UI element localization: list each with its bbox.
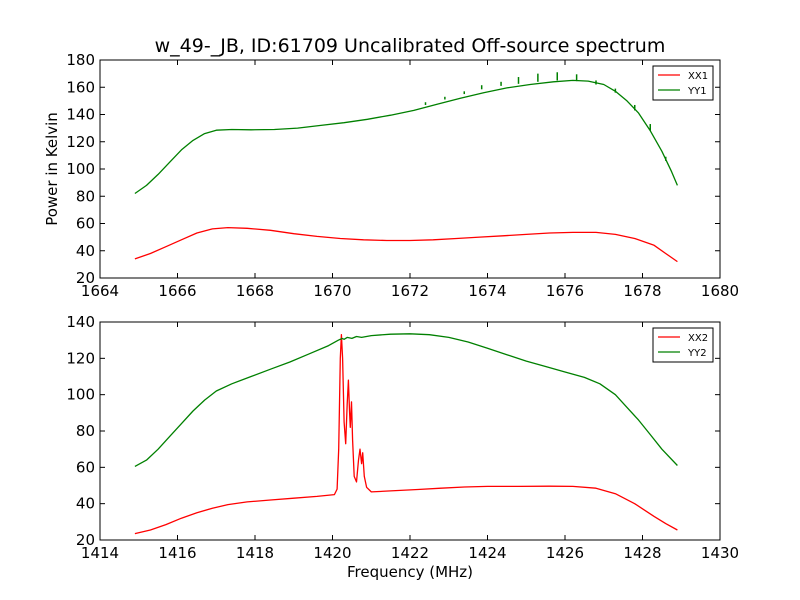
bottom-y-tick-label: 20 xyxy=(76,531,95,549)
top-x-tick-label: 1670 xyxy=(313,282,351,300)
bottom-legend-box xyxy=(652,327,714,363)
bottom-x-axis-label: Frequency (MHz) xyxy=(347,563,473,581)
bottom-series-group xyxy=(134,333,678,535)
top-y-tick-label: 120 xyxy=(66,133,95,151)
bottom-y-tick-label: 100 xyxy=(66,386,95,404)
top-panel: 1664 1666 1668 1670 1672 1674 1676 1678 1680 20 40… xyxy=(43,51,739,300)
top-y-tick-label: 20 xyxy=(76,269,95,287)
top-series-line-yy1 xyxy=(134,79,678,195)
bottom-x-tick-label: 1424 xyxy=(468,544,506,562)
bottom-y-tick-label: 40 xyxy=(76,495,95,513)
bottom-y-tick-label: 60 xyxy=(76,458,95,476)
top-legend-label: YY1 xyxy=(687,86,707,97)
top-legend-box xyxy=(652,65,714,101)
bottom-x-tick-label: 1422 xyxy=(391,544,429,562)
top-x-tick-label: 1678 xyxy=(623,282,661,300)
bottom-legend-label: YY2 xyxy=(687,348,707,359)
top-y-tick-label: 60 xyxy=(76,215,95,233)
top-y-tick-label: 80 xyxy=(76,187,95,205)
top-x-tick-label: 1674 xyxy=(468,282,506,300)
top-legend-label: XX1 xyxy=(688,71,708,82)
top-x-tick-label: 1666 xyxy=(158,282,196,300)
top-x-tick-label: 1676 xyxy=(546,282,584,300)
bottom-y-tick-label: 140 xyxy=(66,313,95,331)
bottom-x-tick-label: 1414 xyxy=(81,544,119,562)
bottom-x-tick-label: 1426 xyxy=(546,544,584,562)
top-x-tick-label: 1680 xyxy=(701,282,739,300)
top-x-tick-label: 1672 xyxy=(391,282,429,300)
top-plot-frame xyxy=(99,59,721,279)
top-series-group xyxy=(134,72,678,263)
bottom-x-tick-label: 1416 xyxy=(158,544,196,562)
bottom-y-tick-label: 120 xyxy=(66,349,95,367)
bottom-series-line-yy2 xyxy=(134,333,678,467)
top-x-tick-label: 1664 xyxy=(81,282,119,300)
bottom-x-tick-label: 1418 xyxy=(236,544,274,562)
bottom-tick-group: 1414 1416 1418 1420 1422 1424 1426 1428 1430 20 40… xyxy=(66,313,739,562)
figure-title: w_49-_JB, ID:61709 Uncalibrated Off-sour… xyxy=(155,35,666,57)
top-series-line-xx1 xyxy=(134,226,678,263)
bottom-plot-frame xyxy=(99,321,721,541)
top-y-tick-label: 40 xyxy=(76,242,95,260)
bottom-x-tick-label: 1420 xyxy=(313,544,351,562)
top-y-axis-label: Power in Kelvin xyxy=(43,112,61,226)
top-y-tick-label: 180 xyxy=(66,51,95,69)
bottom-x-tick-label: 1428 xyxy=(623,544,661,562)
bottom-panel: 1414 1416 1418 1420 1422 1424 1426 1428 1430 20 40… xyxy=(66,313,739,581)
top-y-tick-label: 100 xyxy=(66,160,95,178)
bottom-series-line-xx2 xyxy=(134,334,678,535)
top-x-tick-label: 1668 xyxy=(236,282,274,300)
bottom-y-tick-label: 80 xyxy=(76,422,95,440)
top-y-tick-label: 140 xyxy=(66,106,95,124)
top-y-tick-label: 160 xyxy=(66,78,95,96)
top-tick-group: 1664 1666 1668 1670 1672 1674 1676 1678 1680 20 40… xyxy=(66,51,739,300)
bottom-legend-label: XX2 xyxy=(688,333,708,344)
bottom-x-tick-label: 1430 xyxy=(701,544,739,562)
